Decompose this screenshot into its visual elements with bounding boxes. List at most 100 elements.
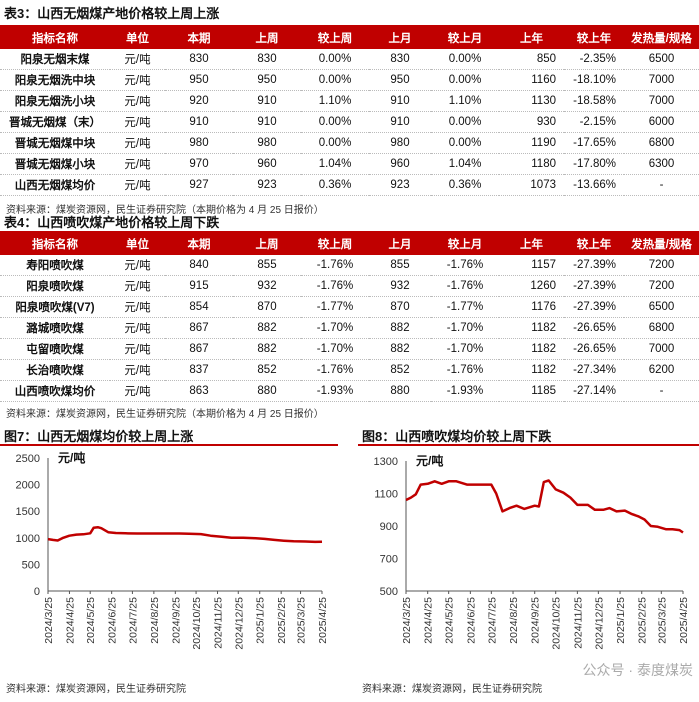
row-name-cell: 山西喷吹煤均价: [0, 380, 110, 402]
table-cell: -27.39%: [564, 296, 624, 318]
column-header: 上月: [369, 27, 431, 49]
table-cell: 910: [233, 90, 301, 112]
column-header: 指标名称: [0, 27, 110, 49]
table-cell: 元/吨: [110, 49, 165, 70]
x-tick-label: 2024/4/25: [64, 597, 76, 644]
table-row: 晋城无烟煤小块 元/吨 970 960 1.04% 960 1.04% 1180 -17.80%…: [0, 153, 699, 175]
table-cell: 1157: [499, 255, 564, 276]
pci-price-chart: 500 700 900 1100 1300 元/吨 2024/3/25 2024/4/25 20…: [374, 453, 690, 650]
table-cell: 932: [369, 275, 431, 297]
row-name-cell: 寿阳喷吹煤: [0, 255, 110, 276]
x-tick-label: 2025/3/25: [296, 597, 308, 644]
column-header: 发热量/规格: [624, 233, 699, 255]
table-cell: 7000: [624, 338, 699, 360]
y-tick-label: 1000: [16, 533, 40, 545]
table-row: 山西无烟煤均价 元/吨 927 923 0.36% 923 0.36% 1073 -13.66%…: [0, 174, 699, 196]
table-cell: -1.76%: [301, 255, 369, 276]
table-cell: 960: [233, 153, 301, 175]
y-tick-label: 900: [380, 521, 398, 533]
table-cell: -1.77%: [431, 296, 499, 318]
table-cell: 1.04%: [431, 153, 499, 175]
table-cell: -27.34%: [564, 359, 624, 381]
table-cell: -2.15%: [564, 111, 624, 133]
table-cell: 850: [499, 49, 564, 70]
table-cell: 7200: [624, 275, 699, 297]
table-cell: 0.00%: [431, 69, 499, 91]
table-cell: 1190: [499, 132, 564, 154]
table-cell: 1.10%: [301, 90, 369, 112]
y-tick-label: 1100: [374, 489, 398, 501]
table-cell: 855: [233, 255, 301, 276]
table-cell: 882: [369, 317, 431, 339]
table-cell: 元/吨: [110, 380, 165, 402]
table-cell: 6800: [624, 317, 699, 339]
table-cell: 980: [233, 132, 301, 154]
table-cell: 852: [369, 359, 431, 381]
table-cell: 1130: [499, 90, 564, 112]
table-cell: 元/吨: [110, 275, 165, 297]
x-tick-label: 2024/7/25: [127, 597, 139, 644]
table4-source: 资料来源：煤炭资源网，民生证券研究院（本期价格为 4 月 25 日报价）: [6, 409, 324, 420]
table-cell: 970: [165, 153, 233, 175]
column-header: 单位: [110, 27, 165, 49]
price-series-line: [405, 479, 684, 534]
x-tick-label: 2025/1/25: [615, 597, 627, 644]
table-cell: 867: [165, 338, 233, 360]
row-name-cell: 潞城喷吹煤: [0, 317, 110, 339]
column-header: 上月: [369, 233, 431, 255]
table-cell: 0.00%: [301, 111, 369, 133]
column-header: 本期: [165, 27, 233, 49]
column-header: 单位: [110, 233, 165, 255]
table3-caption: 表3：山西无烟煤产地价格较上周上涨: [4, 6, 220, 21]
y-tick-label: 2000: [16, 480, 40, 492]
x-tick-label: 2024/10/25: [191, 597, 203, 650]
table-row: 阳泉喷吹煤(V7) 元/吨 854 870 -1.77% 870 -1.77% 1176 -27…: [0, 296, 699, 318]
table-cell: -: [624, 174, 699, 196]
table-cell: -1.70%: [431, 317, 499, 339]
table-cell: -1.76%: [431, 275, 499, 297]
x-tick-label: 2024/10/25: [551, 597, 563, 650]
table-row: 山西喷吹煤均价 元/吨 863 880 -1.93% 880 -1.93% 1185 -27.1…: [0, 380, 699, 402]
table-cell: 882: [233, 338, 301, 360]
x-tick-label: 2025/1/25: [255, 597, 267, 644]
row-name-cell: 阳泉喷吹煤(V7): [0, 296, 110, 318]
column-header: 较上年: [564, 27, 624, 49]
x-tick-label: 2024/7/25: [486, 597, 498, 644]
table-cell: 830: [369, 49, 431, 70]
table-cell: -1.76%: [301, 359, 369, 381]
watermark: 公众号 · 泰度煤炭: [582, 662, 693, 678]
table-cell: 6300: [624, 153, 699, 175]
table-cell: 910: [369, 111, 431, 133]
table-cell: 830: [233, 49, 301, 70]
table-cell: 0.36%: [431, 174, 499, 196]
table-cell: -1.76%: [431, 255, 499, 276]
table-cell: 852: [233, 359, 301, 381]
table-cell: 980: [165, 132, 233, 154]
table-cell: -2.35%: [564, 49, 624, 70]
table-cell: -26.65%: [564, 317, 624, 339]
table-cell: 7000: [624, 90, 699, 112]
table-cell: 910: [233, 111, 301, 133]
table-cell: 880: [369, 380, 431, 402]
y-tick-label: 1300: [374, 456, 398, 468]
row-name-cell: 阳泉无烟洗中块: [0, 69, 110, 91]
table-cell: 1176: [499, 296, 564, 318]
table-header-row: 指标名称 单位 本期 上周 较上周 上月 较上月 上年 较上年 发热量/规格: [0, 27, 699, 49]
table-cell: 元/吨: [110, 317, 165, 339]
column-header: 上周: [233, 233, 301, 255]
x-tick-label: 2024/4/25: [423, 597, 435, 644]
table-cell: 910: [165, 111, 233, 133]
table-cell: 元/吨: [110, 296, 165, 318]
y-tick-label: 2500: [16, 453, 40, 465]
table-cell: -18.10%: [564, 69, 624, 91]
table-cell: 880: [233, 380, 301, 402]
x-tick-label: 2025/4/25: [317, 597, 329, 644]
x-tick-label: 2024/6/25: [107, 597, 119, 644]
table3-source: 资料来源：煤炭资源网，民生证券研究院（本期价格为 4 月 25 日报价）: [6, 205, 324, 216]
column-header: 指标名称: [0, 233, 110, 255]
x-tick-label: 2024/9/25: [170, 597, 182, 644]
y-tick-label: 1500: [16, 506, 40, 518]
x-tick-label: 2025/2/25: [276, 597, 288, 644]
table-cell: 6000: [624, 111, 699, 133]
x-tick-label: 2024/3/25: [43, 597, 55, 644]
